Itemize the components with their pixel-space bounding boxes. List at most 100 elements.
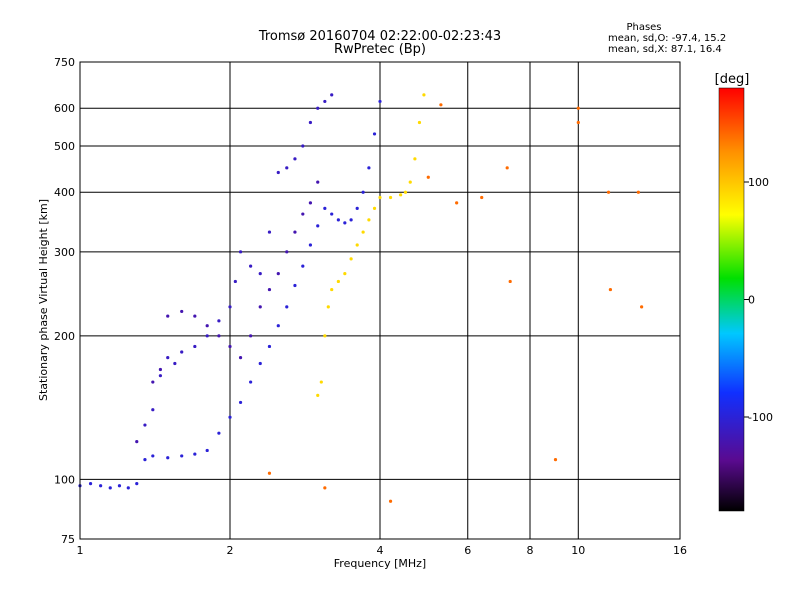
data-point xyxy=(205,324,209,328)
data-point xyxy=(388,195,393,200)
data-point xyxy=(576,120,580,125)
data-point xyxy=(372,132,377,136)
data-point xyxy=(267,471,272,475)
data-point xyxy=(439,103,443,107)
data-point xyxy=(323,334,327,338)
annotation-line2: mean, sd,X: 87.1, 16.4 xyxy=(608,44,722,55)
data-point xyxy=(403,190,408,194)
data-point xyxy=(217,334,221,338)
data-point xyxy=(228,305,232,309)
plot-frame xyxy=(79,61,681,540)
data-point xyxy=(349,257,353,261)
data-point xyxy=(319,380,323,384)
data-point xyxy=(173,361,177,366)
colorbar-tick-label: 0 xyxy=(748,294,755,307)
data-point xyxy=(267,344,272,349)
data-point xyxy=(267,230,272,234)
data-point xyxy=(636,190,640,194)
data-point xyxy=(367,218,371,222)
data-point xyxy=(151,454,155,458)
data-point xyxy=(367,166,371,170)
data-point xyxy=(553,458,558,462)
y-tick-label: 100 xyxy=(54,473,75,486)
y-tick-label: 500 xyxy=(54,140,75,153)
data-point xyxy=(88,481,93,486)
data-point xyxy=(417,120,422,125)
data-point xyxy=(293,283,297,288)
data-point xyxy=(151,380,155,384)
data-point xyxy=(308,243,313,247)
data-point xyxy=(143,458,147,462)
data-point xyxy=(323,99,327,104)
data-point xyxy=(228,415,232,419)
data-point xyxy=(378,195,382,200)
data-point xyxy=(217,431,221,435)
chart-subtitle: RwPretec (Bp) xyxy=(334,42,426,57)
data-point xyxy=(301,212,305,216)
data-point xyxy=(158,367,163,372)
y-axis-label: Stationary phase Virtual Height [km] xyxy=(37,199,50,401)
data-point xyxy=(166,456,170,460)
colorbar-tick-label: -100 xyxy=(748,411,773,424)
data-point xyxy=(378,99,382,104)
data-point xyxy=(193,344,197,349)
data-point xyxy=(135,481,139,486)
data-point xyxy=(349,218,353,222)
x-tick-label: 8 xyxy=(527,544,534,557)
data-point xyxy=(158,374,163,378)
data-point xyxy=(267,287,272,292)
data-point xyxy=(135,440,139,444)
y-tick-label: 75 xyxy=(61,533,75,546)
data-point xyxy=(238,250,243,254)
data-point xyxy=(361,190,365,194)
data-point xyxy=(323,206,327,210)
data-point xyxy=(336,279,340,284)
data-point xyxy=(180,350,184,354)
data-point xyxy=(422,93,426,97)
data-point xyxy=(258,305,262,309)
data-point xyxy=(276,324,280,328)
data-point xyxy=(343,221,347,225)
data-point xyxy=(355,243,359,247)
data-point xyxy=(285,166,289,170)
data-point xyxy=(316,393,320,398)
data-point xyxy=(330,287,334,292)
data-point xyxy=(143,423,147,427)
x-tick-label: 6 xyxy=(464,544,471,557)
data-point xyxy=(330,93,334,97)
data-point xyxy=(640,305,644,309)
data-point xyxy=(323,486,327,490)
data-point xyxy=(301,144,305,148)
y-tick-label: 200 xyxy=(54,330,75,343)
data-point xyxy=(217,319,221,323)
data-point xyxy=(285,250,289,254)
data-point xyxy=(408,180,412,184)
data-point xyxy=(316,224,320,228)
colorbar-ticks: 100 0 -100 xyxy=(744,176,773,424)
grid-layer xyxy=(80,62,680,539)
data-point xyxy=(99,484,103,488)
data-point xyxy=(308,201,313,205)
x-tick-label: 2 xyxy=(227,544,234,557)
data-point xyxy=(388,499,393,503)
data-point xyxy=(343,272,347,276)
data-point xyxy=(316,180,320,184)
data-point xyxy=(326,305,330,309)
data-point xyxy=(193,452,197,456)
tick-labels-layer: 1 2 4 6 8 10 16 75 100 200 300 400 500 600 750 xyxy=(54,56,687,557)
data-point xyxy=(426,175,430,179)
data-point xyxy=(180,309,184,314)
data-point xyxy=(238,356,243,360)
data-point xyxy=(355,206,359,210)
data-point xyxy=(508,279,512,284)
y-tick-label: 400 xyxy=(54,186,75,199)
data-point xyxy=(399,193,403,197)
data-point xyxy=(166,314,170,318)
data-point xyxy=(293,157,297,161)
y-tick-label: 750 xyxy=(54,56,75,69)
data-point xyxy=(316,106,320,110)
data-point xyxy=(193,314,197,318)
data-point xyxy=(151,408,155,412)
data-point xyxy=(238,400,243,405)
